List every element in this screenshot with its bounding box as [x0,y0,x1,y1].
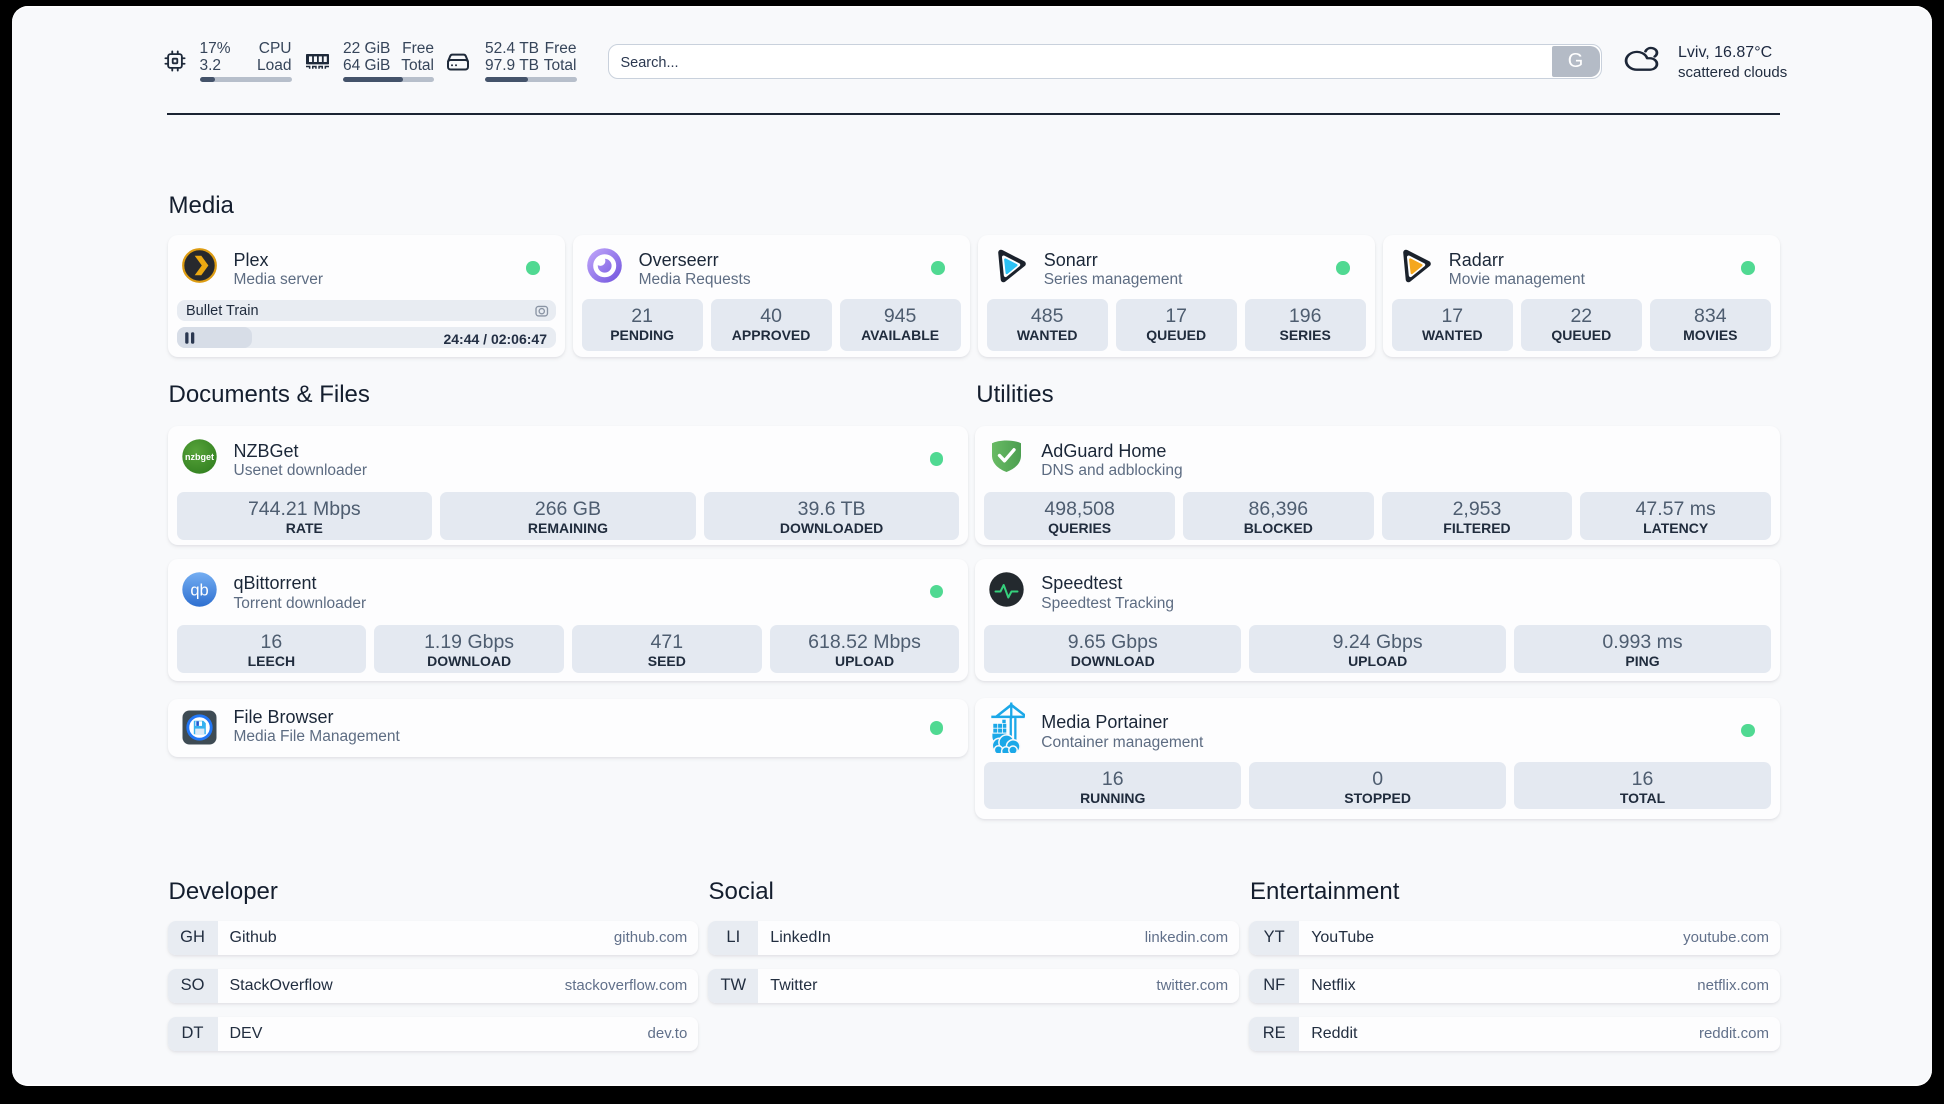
svg-text:qb: qb [190,581,208,599]
svg-text:nzbget: nzbget [185,452,214,462]
